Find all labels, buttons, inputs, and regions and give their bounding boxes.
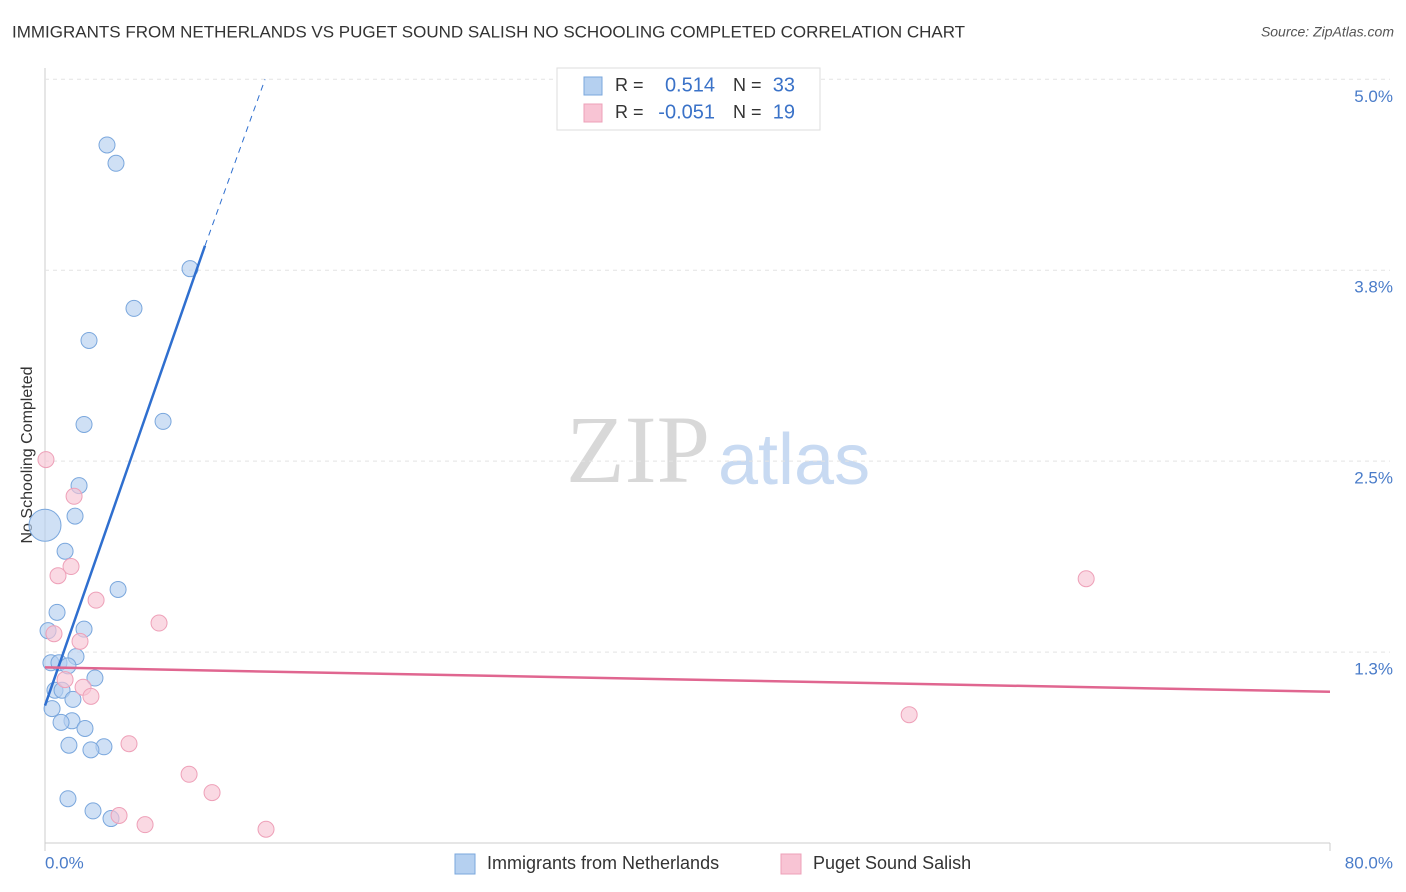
- stats-n: 19: [773, 101, 795, 123]
- y-tick-label: 3.8%: [1354, 278, 1393, 297]
- point: [120, 735, 138, 753]
- y-axis-label: No Schooling Completed: [19, 367, 36, 544]
- watermark: atlas: [718, 420, 870, 500]
- point: [125, 299, 143, 317]
- legend-label: Immigrants from Netherlands: [487, 853, 719, 873]
- point: [82, 687, 100, 705]
- point: [49, 567, 67, 585]
- point: [84, 802, 102, 820]
- point: [87, 591, 105, 609]
- stats-swatch: [583, 103, 603, 123]
- trend-line: [204, 79, 266, 246]
- stats-label: N =: [733, 75, 762, 95]
- y-tick-label: 2.5%: [1354, 469, 1393, 488]
- point: [257, 820, 275, 838]
- stats-label: R =: [615, 102, 644, 122]
- point: [66, 507, 84, 525]
- point: [52, 713, 70, 731]
- point: [28, 508, 62, 542]
- point: [98, 136, 116, 154]
- point: [64, 690, 82, 708]
- point: [110, 807, 128, 825]
- point: [203, 784, 221, 802]
- x-tick-label: 80.0%: [1345, 853, 1393, 872]
- point: [107, 154, 125, 172]
- point: [59, 657, 77, 675]
- point: [900, 706, 918, 724]
- point: [65, 487, 83, 505]
- trend-line: [44, 666, 1331, 694]
- stats-r: -0.051: [658, 101, 715, 123]
- stats-swatch: [583, 76, 603, 96]
- point: [80, 331, 98, 349]
- point: [86, 669, 104, 687]
- point: [154, 412, 172, 430]
- point: [76, 719, 94, 737]
- point: [56, 671, 74, 689]
- legend-swatch: [454, 853, 476, 875]
- stats-label: R =: [615, 75, 644, 95]
- legend-swatch: [780, 853, 802, 875]
- point: [180, 765, 198, 783]
- legend-label: Puget Sound Salish: [813, 853, 971, 873]
- stats-n: 33: [773, 74, 795, 96]
- chart-title: IMMIGRANTS FROM NETHERLANDS VS PUGET SOU…: [12, 22, 965, 41]
- point: [136, 816, 154, 834]
- point: [60, 736, 78, 754]
- watermark: ZIP: [566, 396, 710, 503]
- point: [56, 542, 74, 560]
- trend-line: [43, 245, 207, 706]
- point: [71, 632, 89, 650]
- point: [150, 614, 168, 632]
- point: [59, 790, 77, 808]
- stats-label: N =: [733, 102, 762, 122]
- point: [62, 558, 80, 576]
- stats-r: 0.514: [665, 74, 715, 96]
- point: [109, 580, 127, 598]
- x-tick-label: 0.0%: [45, 853, 84, 872]
- point: [37, 451, 55, 469]
- point: [1077, 570, 1095, 588]
- point: [43, 700, 61, 718]
- point: [45, 625, 63, 643]
- point: [82, 741, 100, 759]
- source: Source: ZipAtlas.com: [1261, 24, 1394, 40]
- point: [75, 415, 93, 433]
- y-tick-label: 5.0%: [1354, 87, 1393, 106]
- y-tick-label: 1.3%: [1354, 660, 1393, 679]
- point: [48, 603, 66, 621]
